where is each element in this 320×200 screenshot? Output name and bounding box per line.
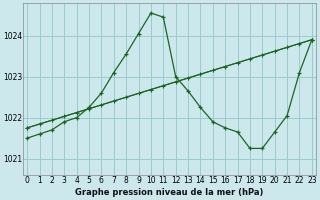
- X-axis label: Graphe pression niveau de la mer (hPa): Graphe pression niveau de la mer (hPa): [75, 188, 264, 197]
